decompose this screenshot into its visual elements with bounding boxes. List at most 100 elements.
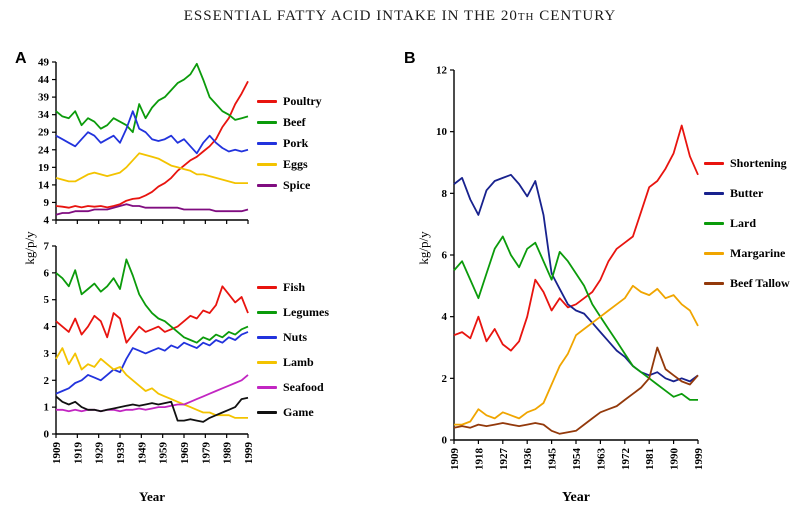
y-tick-label: 2 [44, 375, 50, 387]
x-tick-label: 1939 [115, 442, 127, 465]
legend-label: Beef [283, 115, 306, 129]
y-tick-label: 24 [38, 144, 50, 156]
legend-line-swatch [257, 184, 277, 187]
legend-label: Fish [283, 280, 306, 294]
legend-item-poultry: Poultry [257, 94, 322, 109]
y-tick-label: 12 [436, 65, 448, 77]
legend-item-seafood: Seafood [257, 380, 329, 395]
series-lamb [55, 347, 248, 419]
legend-item-butter: Butter [704, 186, 790, 201]
legend-label: Pork [283, 136, 309, 150]
series-fish [55, 285, 249, 344]
x-tick-label: 1949 [136, 442, 148, 465]
y-tick-label: 7 [44, 241, 50, 253]
x-tick-label: 1918 [473, 448, 485, 471]
y-tick-label: 44 [38, 74, 50, 86]
series-eggs [55, 152, 248, 184]
legend-line-swatch [257, 311, 277, 314]
x-tick-label: 1999 [693, 448, 705, 471]
legend-item-eggs: Eggs [257, 157, 322, 172]
legend-line-swatch [257, 121, 277, 124]
y-tick-label: 4 [44, 321, 50, 333]
legend-line-swatch [257, 411, 277, 414]
x-tick-label: 1936 [522, 448, 534, 471]
y-tick-label: 49 [38, 57, 50, 69]
x-tick-label: 1959 [158, 442, 170, 465]
figure-title-text: ESSENTIAL FATTY ACID INTAKE IN THE 20 [183, 8, 518, 24]
legend-line-swatch [704, 222, 724, 225]
y-tick-label: 9 [44, 197, 50, 209]
x-tick-label: 1972 [620, 448, 632, 471]
legend-line-swatch [257, 336, 277, 339]
series-butter [453, 173, 699, 383]
figure-title: ESSENTIAL FATTY ACID INTAKE IN THE 20TH … [0, 8, 800, 25]
y-tick-label: 29 [38, 127, 50, 139]
y-tick-label: 3 [44, 348, 50, 360]
y-tick-label: 1 [44, 402, 50, 414]
legend-label: Spice [283, 178, 311, 192]
series-margarine [454, 284, 699, 426]
y-tick-label: 14 [38, 179, 50, 191]
legend-item-nuts: Nuts [257, 330, 329, 345]
y-tick-label: 34 [38, 109, 50, 121]
x-tick-label: 1969 [179, 442, 191, 465]
y-tick-label: 0 [44, 429, 50, 441]
legend-line-swatch [704, 252, 724, 255]
legend-line-swatch [704, 192, 724, 195]
series-nuts [55, 331, 249, 395]
legend-item-lard: Lard [704, 216, 790, 231]
y-tick-label: 6 [44, 267, 50, 279]
legend-line-swatch [257, 386, 277, 389]
legend-item-shortening: Shortening [704, 156, 790, 171]
legend-line-swatch [257, 361, 277, 364]
legend-label: Beef Tallow [730, 276, 790, 290]
legend-line-swatch [257, 142, 277, 145]
legend-item-beef: Beef [257, 115, 322, 130]
legend-line-swatch [257, 163, 277, 166]
legend-item-legumes: Legumes [257, 305, 329, 320]
x-tick-label: 1909 [51, 442, 63, 465]
legend-item-pork: Pork [257, 136, 322, 151]
x-tick-label: 1999 [243, 442, 255, 465]
y-tick-label: 19 [38, 162, 50, 174]
legend-label: Legumes [283, 305, 329, 319]
series-legumes [55, 258, 249, 344]
panel-a-label: A [15, 50, 27, 67]
series-spice [55, 203, 249, 216]
legend-label: Margarine [730, 246, 786, 260]
y-tick-label: 4 [44, 215, 50, 227]
legend-item-lamb: Lamb [257, 355, 329, 370]
series-lard [453, 235, 698, 401]
series-poultry [55, 80, 249, 209]
legend-label: Lard [730, 216, 757, 230]
legend-label: Game [283, 405, 314, 419]
legend-line-swatch [704, 282, 724, 285]
y-tick-label: 10 [436, 126, 448, 138]
y-tick-label: 8 [442, 188, 448, 200]
legend-label: Lamb [283, 355, 314, 369]
legend-label: Poultry [283, 94, 322, 108]
y-tick-label: 6 [442, 250, 448, 262]
x-tick-label: 1963 [595, 448, 607, 471]
x-tick-label: 1927 [498, 448, 510, 471]
chart-b-fats: 0 2 4 6 8 10 12 1909 1918 1927 1936 1945 1954 1963 197… [436, 65, 705, 471]
legend-item-fish: Fish [257, 280, 329, 295]
x-axis-label-a: Year [139, 489, 165, 504]
legend-item-beef-tallow: Beef Tallow [704, 276, 790, 291]
x-axis-label-b: Year [562, 490, 590, 505]
x-tick-label: 1909 [449, 448, 461, 471]
series-pork [55, 110, 249, 155]
legend-b: Shortening Butter Lard Margarine Beef Tallow [704, 156, 790, 291]
y-tick-label: 5 [44, 294, 50, 306]
y-tick-label: 0 [442, 435, 448, 447]
x-tick-label: 1990 [669, 448, 681, 471]
legend-label: Nuts [283, 330, 308, 344]
x-tick-label: 1954 [571, 448, 583, 471]
x-tick-label: 1979 [200, 442, 212, 465]
legend-item-game: Game [257, 405, 329, 420]
chart-a-bottom-fish-legumes: 0 1 2 3 4 5 6 7 1909 1919 1929 1939 1949 1959 1969 1979… [44, 241, 256, 465]
y-tick-label: 2 [442, 373, 448, 385]
legend-line-swatch [257, 100, 277, 103]
